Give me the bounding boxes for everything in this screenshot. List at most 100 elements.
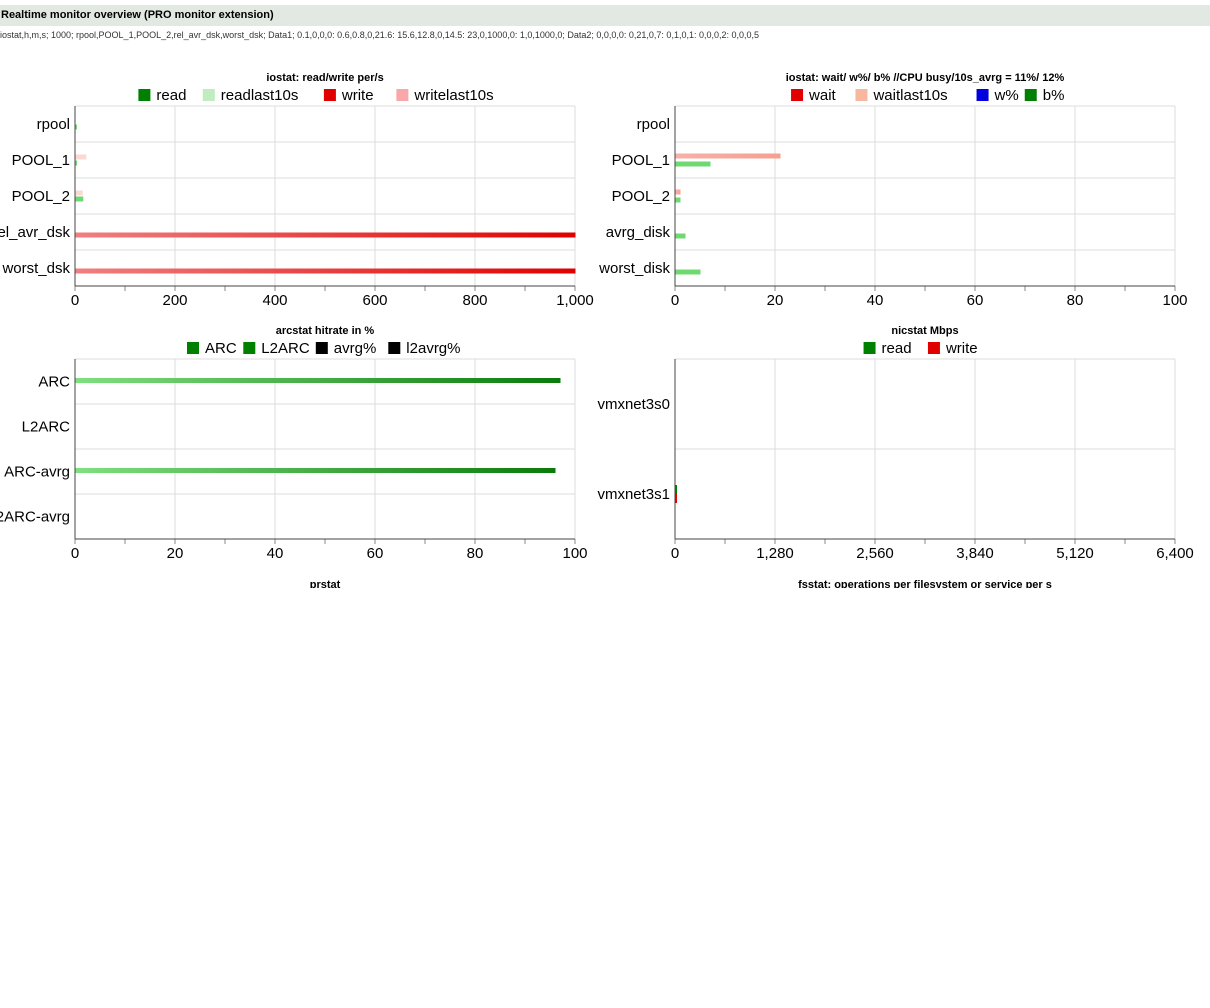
legend-label: write [945,340,978,357]
legend-swatch [388,342,401,354]
charts-area: iostat: read/write per/s read readlast10s w… [0,72,1194,588]
bar-arc-arc [75,378,561,383]
legend-item-l2avrg: l2avrg% [388,340,461,357]
bar-writelast10s-pool-1 [75,154,87,160]
y-category-label: POOL_1 [612,152,670,169]
x-tick-label: 60 [967,292,984,309]
grid [674,358,1176,544]
x-tick-label: 200 [162,292,187,309]
legend: read write [863,340,978,357]
chart-title-prstat: prstat [310,579,341,588]
legend-item-write: write [927,340,978,357]
legend-item-read: read [138,87,186,104]
legend-swatch [396,89,409,101]
legend-item-writelast10s: writelast10s [396,87,494,104]
chart-title-fsstat: fsstat: operations per filesystem or ser… [798,579,1052,588]
legend-swatch [1024,89,1037,101]
y-category-label: ARC [38,374,70,391]
legend-swatch [187,342,199,354]
bar-b-avrg-disk [675,233,686,239]
grid [74,358,576,544]
x-tick-label: 1,280 [756,545,794,562]
legend-label: b% [1043,87,1065,104]
chart-arcstat: arcstat hitrate in % ARC L2ARC avrg% l2avrg%… [0,325,588,562]
charts-svg: iostat: read/write per/s read readlast10s w… [0,72,1194,588]
bar-arc-arc-avrg [75,468,556,473]
bar-read-vmxnet3s1 [675,485,677,495]
x-tick-label: 0 [671,545,679,562]
legend-swatch [863,342,876,354]
x-tick-label: 0 [71,292,79,309]
legend-label: read [156,87,186,104]
chart-iostat-wait: iostat: wait/ w%/ b% //CPU busy/10s_avrg… [598,72,1187,309]
y-category-label: L2ARC [22,419,71,436]
x-tick-label: 0 [671,292,679,309]
data-string: iostat,h,m,s; 1000; rpool,POOL_1,POOL_2,… [0,30,760,40]
legend-label: avrg% [334,340,377,357]
legend-label: w% [994,87,1019,104]
x-tick-label: 6,400 [1156,545,1194,562]
x-tick-label: 600 [362,292,387,309]
x-tick-label: 800 [462,292,487,309]
x-tick-label: 0 [71,545,79,562]
chart-nicstat: nicstat Mbps read write 0 1,280 2,560 3,840 5,1… [597,325,1193,562]
legend-swatch [791,89,804,101]
x-tick-label: 1,000 [556,292,594,309]
bar-waitlast10s-pool-2 [675,189,681,195]
bar-write-rel-avr-dsk [75,232,576,238]
x-tick-label: 5,120 [1056,545,1094,562]
x-tick-label: 400 [262,292,287,309]
legend-label: wait [808,87,837,104]
bar-b-pool-1 [675,161,711,167]
x-tick-label: 80 [1067,292,1084,309]
y-category-label: POOL_2 [612,188,670,205]
legend-label: writelast10s [413,87,493,104]
y-category-label: vmxnet3s0 [597,396,670,413]
legend-label: waitlast10s [872,87,947,104]
bar-waitlast10s-pool-1 [675,153,781,159]
legend-item-wait: wait [791,87,837,104]
legend-item-l2arc: L2ARC [243,340,310,357]
bar-write-worst-dsk [75,268,576,274]
x-tick-label: 20 [767,292,784,309]
y-category-label: avrg_disk [606,224,671,241]
legend-swatch [927,342,940,354]
legend-label: l2avrg% [406,340,460,357]
y-category-label: L2ARC-avrg [0,509,70,526]
x-tick-label: 3,840 [956,545,994,562]
legend-swatch [138,89,151,101]
x-tick-label: 40 [267,545,284,562]
bar-b-pool-2 [675,197,681,203]
chart-title: iostat: wait/ w%/ b% //CPU busy/10s_avrg… [786,72,1065,84]
legend-item-w: w% [976,87,1019,104]
chart-title: nicstat Mbps [891,325,958,337]
x-tick-label: 40 [867,292,884,309]
grid [674,105,1176,291]
x-tick-label: 80 [467,545,484,562]
y-category-label: POOL_1 [12,152,70,169]
y-category-label: ARC-avrg [4,464,70,481]
chart-title: arcstat hitrate in % [276,325,375,337]
chart-iostat-rw: iostat: read/write per/s read readlast10s w… [0,72,594,309]
legend-item-avrg: avrg% [315,340,377,357]
legend-label: read [882,340,912,357]
legend: wait waitlast10s w% b% [791,87,1064,104]
title-bar: Realtime monitor overview (PRO monitor e… [0,5,1210,26]
x-tick-label: 60 [367,545,384,562]
grid [74,105,576,291]
legend-item-arc: ARC [187,340,237,357]
x-tick-label: 20 [167,545,184,562]
bar-b-worst-disk [675,269,701,275]
legend-swatch [976,89,989,101]
legend-swatch [243,342,256,354]
legend-swatch [855,89,868,101]
chart-title: iostat: read/write per/s [266,72,383,84]
y-category-label: rpool [37,116,70,133]
legend-swatch [315,342,328,354]
legend-item-b: b% [1024,87,1065,104]
legend-label: write [341,87,374,104]
legend-item-waitlast10s: waitlast10s [855,87,948,104]
legend-item-write: write [323,87,374,104]
bar-read-pool-2 [75,196,84,202]
y-category-label: vmxnet3s1 [597,486,670,503]
